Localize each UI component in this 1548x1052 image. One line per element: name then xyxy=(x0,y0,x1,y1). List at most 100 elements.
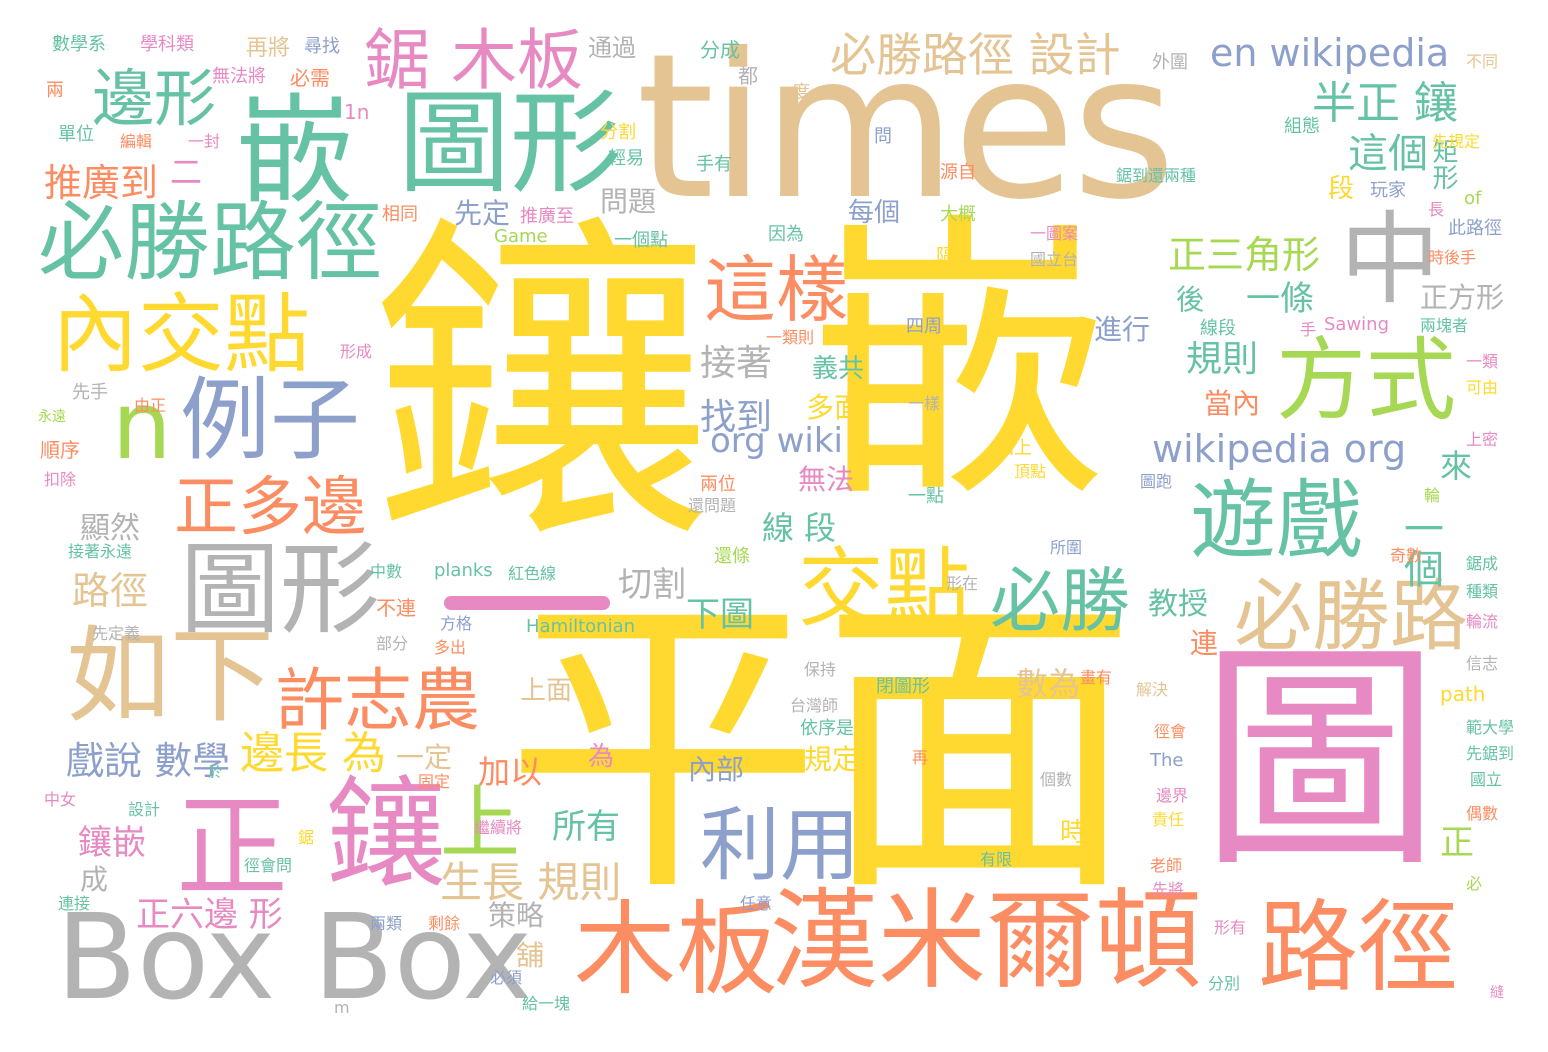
cloud-word: 必 xyxy=(1466,876,1482,892)
cloud-word: 每個 xyxy=(848,200,900,226)
cloud-word: 相同 xyxy=(382,206,418,224)
cloud-word: 加以 xyxy=(478,756,542,788)
cloud-word: 必需 xyxy=(290,68,330,88)
cloud-word: 無法將 xyxy=(212,68,266,86)
cloud-word: 推廣到 xyxy=(44,164,158,202)
cloud-word: 輪 xyxy=(1424,488,1440,504)
cloud-word: 中女 xyxy=(44,792,76,808)
cloud-word: 都 xyxy=(738,66,758,86)
cloud-word: 源自 xyxy=(940,164,976,182)
cloud-word: 依序是 xyxy=(800,720,854,738)
cloud-word: 部分 xyxy=(376,636,408,652)
cloud-word: 度 xyxy=(792,84,810,102)
cloud-word: 兩塊者 xyxy=(1420,318,1468,334)
cloud-word: 有限 xyxy=(980,852,1012,868)
cloud-word: 數學系 xyxy=(52,36,106,54)
cloud-word: m xyxy=(334,1000,350,1016)
cloud-word: 所有 xyxy=(552,810,620,844)
cloud-word: 邊形 xyxy=(92,68,216,130)
cloud-word: 戲說 數學 xyxy=(66,742,230,780)
cloud-word: 玩家 xyxy=(1370,182,1406,200)
cloud-word: 輕易 xyxy=(608,150,644,168)
cloud-word: 正三角形 xyxy=(1168,236,1320,274)
cloud-word: 推廣至 xyxy=(520,208,574,226)
cloud-word: 編輯 xyxy=(120,134,152,150)
cloud-word: 例子 xyxy=(180,376,360,466)
cloud-word: 一圖案 xyxy=(1030,226,1078,242)
cloud-word: 必勝路 xyxy=(1234,578,1468,656)
cloud-word: Game xyxy=(494,228,548,246)
cloud-word: 連接 xyxy=(58,896,90,912)
cloud-word: 必勝路徑 設計 xyxy=(830,32,1121,78)
cloud-word: 下圖 xyxy=(686,598,754,632)
cloud-word: 國立 xyxy=(1470,772,1502,788)
cloud-word: 先鋸到 xyxy=(1466,746,1514,762)
cloud-word: 路徑 xyxy=(1258,898,1458,998)
cloud-word: Sawing xyxy=(1324,316,1389,334)
cloud-word: planks xyxy=(434,562,493,580)
cloud-word: 保持 xyxy=(804,662,836,678)
cloud-word: 必須 xyxy=(490,970,522,986)
cloud-word: 責任 xyxy=(1152,812,1184,828)
cloud-word: 一樣 xyxy=(908,396,940,412)
cloud-word: 台灣師 xyxy=(790,698,838,714)
cloud-word: 成 xyxy=(80,866,108,894)
cloud-word: 給一塊 xyxy=(522,996,570,1012)
cloud-word: 兩類 xyxy=(370,916,402,932)
cloud-word: 分成 xyxy=(700,40,740,60)
cloud-word: 形有 xyxy=(1214,920,1246,936)
cloud-word: 輪流 xyxy=(1466,614,1498,630)
cloud-word: 內部 xyxy=(688,756,744,784)
cloud-word: 固定 xyxy=(418,774,450,790)
cloud-word: 個數 xyxy=(1040,772,1072,788)
cloud-word: 找到 xyxy=(700,400,772,436)
cloud-word: 邊界 xyxy=(1156,788,1188,804)
cloud-word: 必勝路徑 xyxy=(38,200,382,286)
cloud-word: 先手 xyxy=(72,384,108,402)
cloud-word: 鑲嵌 xyxy=(78,826,146,860)
cloud-word: 因為 xyxy=(768,226,804,244)
cloud-word: 再將 xyxy=(246,38,290,60)
cloud-word: 1n xyxy=(344,102,369,122)
cloud-word: 規則 xyxy=(1186,342,1258,378)
cloud-word: 解決 xyxy=(1136,682,1168,698)
cloud-word: 一封 xyxy=(188,134,220,150)
cloud-word: 長 xyxy=(1428,202,1444,218)
cloud-word: 線段 xyxy=(1200,320,1236,338)
cloud-word: 時後手 xyxy=(1428,250,1476,266)
cloud-word: 接著 xyxy=(700,346,772,382)
cloud-word: 一點 xyxy=(908,488,944,506)
cloud-word: 許志農 xyxy=(276,668,480,736)
cloud-word: path xyxy=(1440,684,1485,704)
cloud-word: 再 xyxy=(912,750,928,766)
cloud-word: 鋸成 xyxy=(1466,556,1498,572)
cloud-word: 多出 xyxy=(434,640,466,656)
cloud-word: 一條 xyxy=(1246,282,1314,316)
cloud-word: wikipedia org xyxy=(1152,430,1406,468)
cloud-word: 老師 xyxy=(1150,858,1182,874)
cloud-word: 畫有 xyxy=(1080,670,1112,686)
cloud-word: 信志 xyxy=(1466,656,1498,672)
cloud-word: 問 xyxy=(874,128,892,146)
cloud-word: 繼續將 xyxy=(474,820,522,836)
cloud-word: n xyxy=(112,380,172,474)
cloud-word: 必勝 xyxy=(990,566,1130,636)
cloud-word: 所圍 xyxy=(1050,540,1082,556)
cloud-word: 扣除 xyxy=(44,472,76,488)
cloud-word: 二 xyxy=(170,156,202,188)
cloud-word: 不同 xyxy=(1466,54,1498,70)
cloud-word: 規定 xyxy=(804,746,860,774)
cloud-word: 設計 xyxy=(128,802,160,818)
cloud-word: 尋找 xyxy=(304,38,340,56)
cloud-word: 路徑 xyxy=(72,572,148,610)
cloud-word: The xyxy=(1150,752,1183,770)
cloud-word: 進行 xyxy=(1094,316,1150,344)
cloud-word: 先將 xyxy=(1152,882,1184,898)
cloud-word: 手有 xyxy=(696,156,732,174)
cloud-word: 當內 xyxy=(1204,390,1260,418)
cloud-word: 鑲 xyxy=(326,776,446,896)
cloud-word: 時 xyxy=(1060,820,1086,846)
cloud-word: 學科類 xyxy=(140,36,194,54)
cloud-word: 木板 xyxy=(574,900,778,1002)
cloud-word: 形成 xyxy=(340,344,372,360)
